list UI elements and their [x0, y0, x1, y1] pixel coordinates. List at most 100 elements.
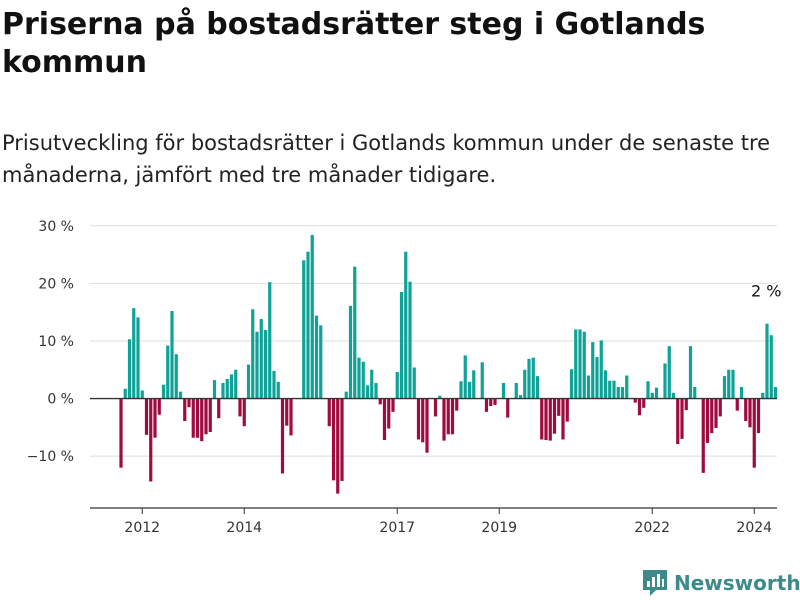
bar	[183, 398, 187, 422]
newsworthy-logo-icon	[643, 570, 667, 596]
bar	[731, 369, 735, 399]
bar	[425, 398, 429, 453]
bar	[132, 308, 136, 399]
bar	[680, 398, 684, 439]
bar	[200, 398, 204, 442]
bar	[574, 329, 578, 399]
bar	[314, 315, 319, 399]
bar	[773, 387, 778, 399]
bar	[735, 398, 739, 411]
y-tick-label: −10 %	[27, 449, 74, 465]
bar	[561, 398, 565, 440]
bar	[467, 381, 472, 399]
bar	[161, 384, 166, 399]
bar	[195, 398, 200, 438]
bar	[399, 292, 404, 399]
bar	[518, 395, 523, 399]
bar	[710, 398, 714, 434]
bar	[523, 369, 527, 399]
bar-chart: 30 % 20 % 10 % 0 % −10 % 2012 2014 2017 2019 202…	[27, 219, 784, 536]
bar	[769, 335, 773, 399]
bar	[285, 398, 289, 426]
bar	[756, 398, 761, 434]
bar	[578, 329, 582, 399]
bar	[259, 319, 263, 399]
bar	[761, 392, 765, 399]
bar	[625, 375, 629, 399]
bar	[663, 363, 667, 399]
bar	[331, 398, 336, 481]
bar	[506, 398, 510, 418]
bar	[178, 391, 183, 399]
bar	[718, 398, 722, 417]
bar	[739, 387, 744, 399]
bar	[705, 398, 710, 443]
bar	[344, 391, 348, 399]
bar	[654, 387, 659, 399]
bar	[701, 398, 705, 473]
bar	[535, 376, 540, 399]
brand[interactable]: Newsworthy	[642, 566, 800, 600]
bar	[212, 380, 217, 399]
bar	[616, 387, 620, 399]
bar	[608, 380, 612, 399]
bar	[119, 398, 123, 468]
bar	[501, 383, 506, 399]
bar	[242, 398, 246, 427]
bar	[446, 398, 450, 435]
bar	[327, 398, 331, 427]
bars	[119, 234, 778, 494]
bar	[765, 323, 769, 399]
bar	[531, 357, 535, 399]
bar	[599, 340, 603, 399]
x-axis-ticks: 2012 2014 2017 2019 2022 2024	[124, 508, 772, 536]
axes	[90, 397, 777, 509]
chart-title: Priserna på bostadsrätter steg i Gotland…	[2, 7, 706, 80]
bar	[484, 398, 489, 412]
bar	[391, 398, 395, 412]
bar	[438, 395, 442, 399]
last-value-label: 2 %	[751, 282, 781, 301]
bar	[676, 398, 680, 445]
bar	[374, 383, 378, 399]
bar	[586, 375, 591, 399]
bar	[395, 372, 399, 399]
bar	[319, 325, 323, 399]
bar	[412, 367, 416, 399]
bar	[450, 398, 455, 435]
bar	[591, 342, 595, 399]
bar	[144, 398, 149, 435]
bar	[365, 385, 370, 399]
y-axis-ticks: 30 % 20 % 10 % 0 % −10 %	[27, 219, 74, 465]
bar	[153, 398, 157, 438]
bar	[229, 374, 234, 399]
bar	[238, 398, 242, 417]
y-tick-label: 10 %	[38, 334, 74, 350]
bar	[646, 381, 650, 399]
bar	[221, 383, 225, 399]
bar	[157, 398, 161, 415]
bar	[744, 398, 748, 422]
bar	[540, 398, 544, 440]
bar	[306, 251, 310, 399]
bar	[472, 370, 476, 399]
y-tick-label: 30 %	[38, 219, 74, 235]
bar	[255, 331, 259, 399]
bar	[204, 398, 208, 435]
bar	[480, 362, 484, 399]
bar	[289, 398, 293, 436]
bar	[493, 398, 497, 405]
bar	[433, 398, 438, 417]
bar	[127, 339, 132, 399]
bar	[442, 398, 446, 441]
bar	[667, 346, 671, 399]
chart-subtitle: Prisutveckling för bostadsrätter i Gotla…	[2, 131, 771, 187]
x-tick-label: 2014	[226, 520, 262, 536]
bar	[149, 398, 153, 482]
bar	[246, 364, 251, 399]
bar	[748, 398, 752, 428]
bar	[225, 378, 229, 399]
bar	[348, 305, 353, 399]
bar	[404, 251, 408, 399]
bar	[463, 355, 467, 399]
